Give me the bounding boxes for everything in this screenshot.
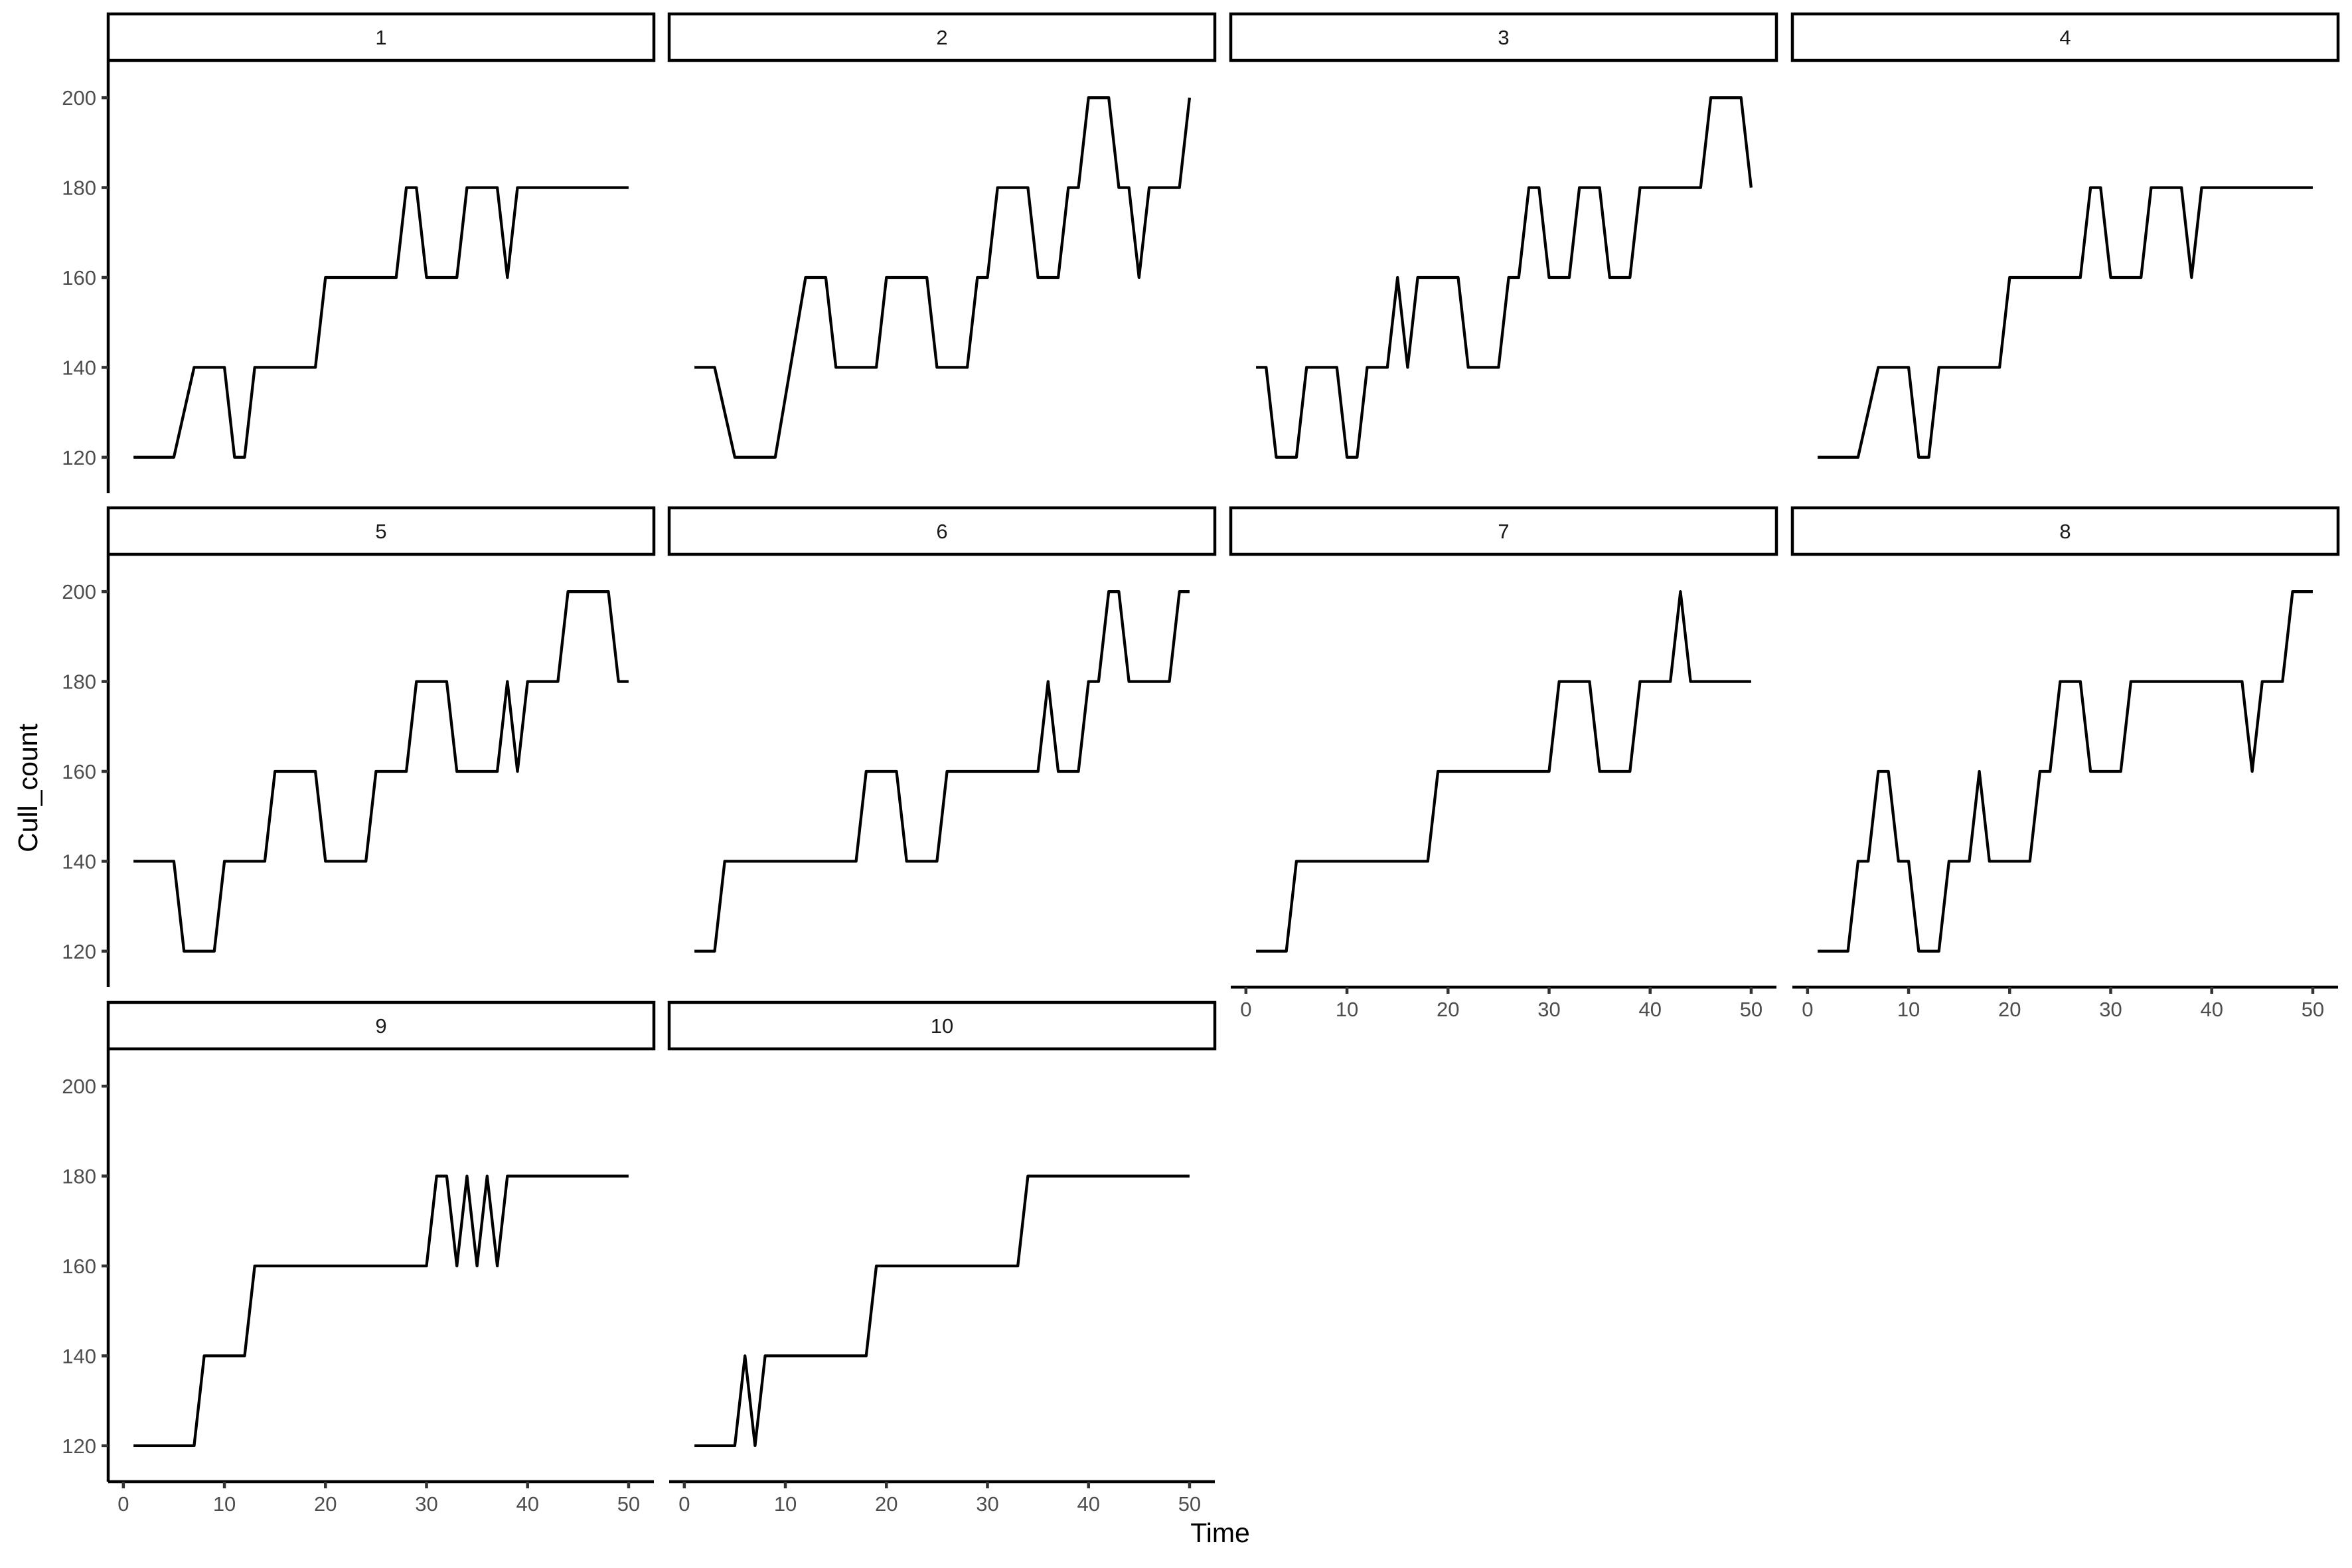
x-tick-label: 10 <box>1897 998 1920 1021</box>
x-tick-label: 20 <box>875 1492 898 1516</box>
facet-strip <box>106 506 656 556</box>
y-tick-label: 160 <box>62 760 96 783</box>
facet-strip <box>106 1000 656 1051</box>
y-axis-title: Cull_count <box>13 724 43 852</box>
x-tick-label: 20 <box>1437 998 1459 1021</box>
facet-strip <box>667 506 1217 556</box>
x-tick-label: 40 <box>516 1492 538 1516</box>
facet-panel-3: 3 <box>1229 12 1778 459</box>
facet-strip-label: 2 <box>936 26 947 49</box>
x-tick-label: 0 <box>118 1492 129 1516</box>
facet-panel-5: 5 120 140 160 180 200 <box>62 506 656 987</box>
x-tick-label: 0 <box>1240 998 1251 1021</box>
facet-strip-label: 7 <box>1498 520 1509 543</box>
x-tick-label: 40 <box>1077 1492 1099 1516</box>
facet-strip-label: 8 <box>2059 520 2071 543</box>
series-line-9 <box>133 1174 629 1447</box>
x-tick-label: 30 <box>1537 998 1560 1021</box>
facet-strip <box>667 12 1217 62</box>
x-tick-label: 40 <box>1638 998 1661 1021</box>
y-tick-label: 120 <box>62 1435 96 1458</box>
y-tick-label: 140 <box>62 1344 96 1368</box>
facet-panel-7: 7 0 10 20 30 40 50 <box>1229 506 1778 1021</box>
y-tick-label: 140 <box>62 850 96 873</box>
y-tick-label: 160 <box>62 1255 96 1278</box>
y-tick-label: 200 <box>62 580 96 603</box>
facet-panel-9: 9 120 140 160 180 200 0 10 20 30 40 50 <box>62 1000 656 1516</box>
x-tick-label: 10 <box>1336 998 1358 1021</box>
y-tick-label: 180 <box>62 1165 96 1188</box>
x-tick-label: 50 <box>1178 1492 1201 1516</box>
x-tick-label: 20 <box>1998 998 2021 1021</box>
facet-panel-1: 1 120 140 160 180 200 <box>62 12 656 493</box>
x-axis-title: Time <box>1190 1518 1250 1548</box>
y-tick-label: 140 <box>62 356 96 379</box>
facet-strip-label: 1 <box>375 26 386 49</box>
facet-strip <box>1229 506 1778 556</box>
facet-panel-10: 10 0 10 20 30 40 50 <box>667 1000 1217 1516</box>
facet-strip-label: 9 <box>375 1014 386 1038</box>
series-line-5 <box>133 590 629 953</box>
x-tick-label: 30 <box>415 1492 437 1516</box>
y-tick-label: 160 <box>62 266 96 289</box>
x-tick-label: 0 <box>1802 998 1813 1021</box>
y-tick-label: 180 <box>62 670 96 694</box>
facet-strip <box>1229 12 1778 62</box>
series-line-4 <box>1818 186 2313 459</box>
facet-strip-label: 4 <box>2059 26 2071 49</box>
x-tick-label: 0 <box>678 1492 690 1516</box>
facet-strip-label: 3 <box>1498 26 1509 49</box>
facet-strip <box>1790 506 2340 556</box>
x-tick-label: 30 <box>976 1492 998 1516</box>
series-line-10 <box>694 1174 1190 1447</box>
y-tick-label: 120 <box>62 446 96 469</box>
y-tick-label: 200 <box>62 1075 96 1098</box>
facet-strip <box>1790 12 2340 62</box>
facet-panel-6: 6 <box>667 506 1217 953</box>
series-line-3 <box>1256 96 1753 459</box>
x-tick-label: 10 <box>774 1492 797 1516</box>
x-tick-label: 40 <box>2200 998 2223 1021</box>
y-tick-label: 200 <box>62 86 96 110</box>
x-tick-label: 50 <box>2302 998 2324 1021</box>
y-tick-label: 120 <box>62 940 96 963</box>
x-tick-label: 10 <box>213 1492 236 1516</box>
facet-panel-4: 4 <box>1790 12 2340 459</box>
series-line-2 <box>694 96 1192 459</box>
facet-strip-label: 6 <box>936 520 947 543</box>
facet-panel-8: 8 0 10 20 30 40 50 <box>1790 506 2340 1021</box>
series-line-6 <box>694 590 1190 953</box>
x-tick-label: 50 <box>617 1492 640 1516</box>
facet-strip-label: 10 <box>931 1014 953 1038</box>
facet-strip-label: 5 <box>375 520 386 543</box>
x-tick-label: 50 <box>1740 998 1763 1021</box>
facet-panel-2: 2 <box>667 12 1217 459</box>
y-tick-label: 180 <box>62 177 96 200</box>
series-line-1 <box>133 186 629 459</box>
x-tick-label: 30 <box>2099 998 2122 1021</box>
x-tick-label: 20 <box>314 1492 337 1516</box>
facet-strip <box>667 1000 1217 1051</box>
series-line-8 <box>1818 590 2313 953</box>
facet-strip <box>106 12 656 62</box>
series-line-7 <box>1256 590 1751 953</box>
